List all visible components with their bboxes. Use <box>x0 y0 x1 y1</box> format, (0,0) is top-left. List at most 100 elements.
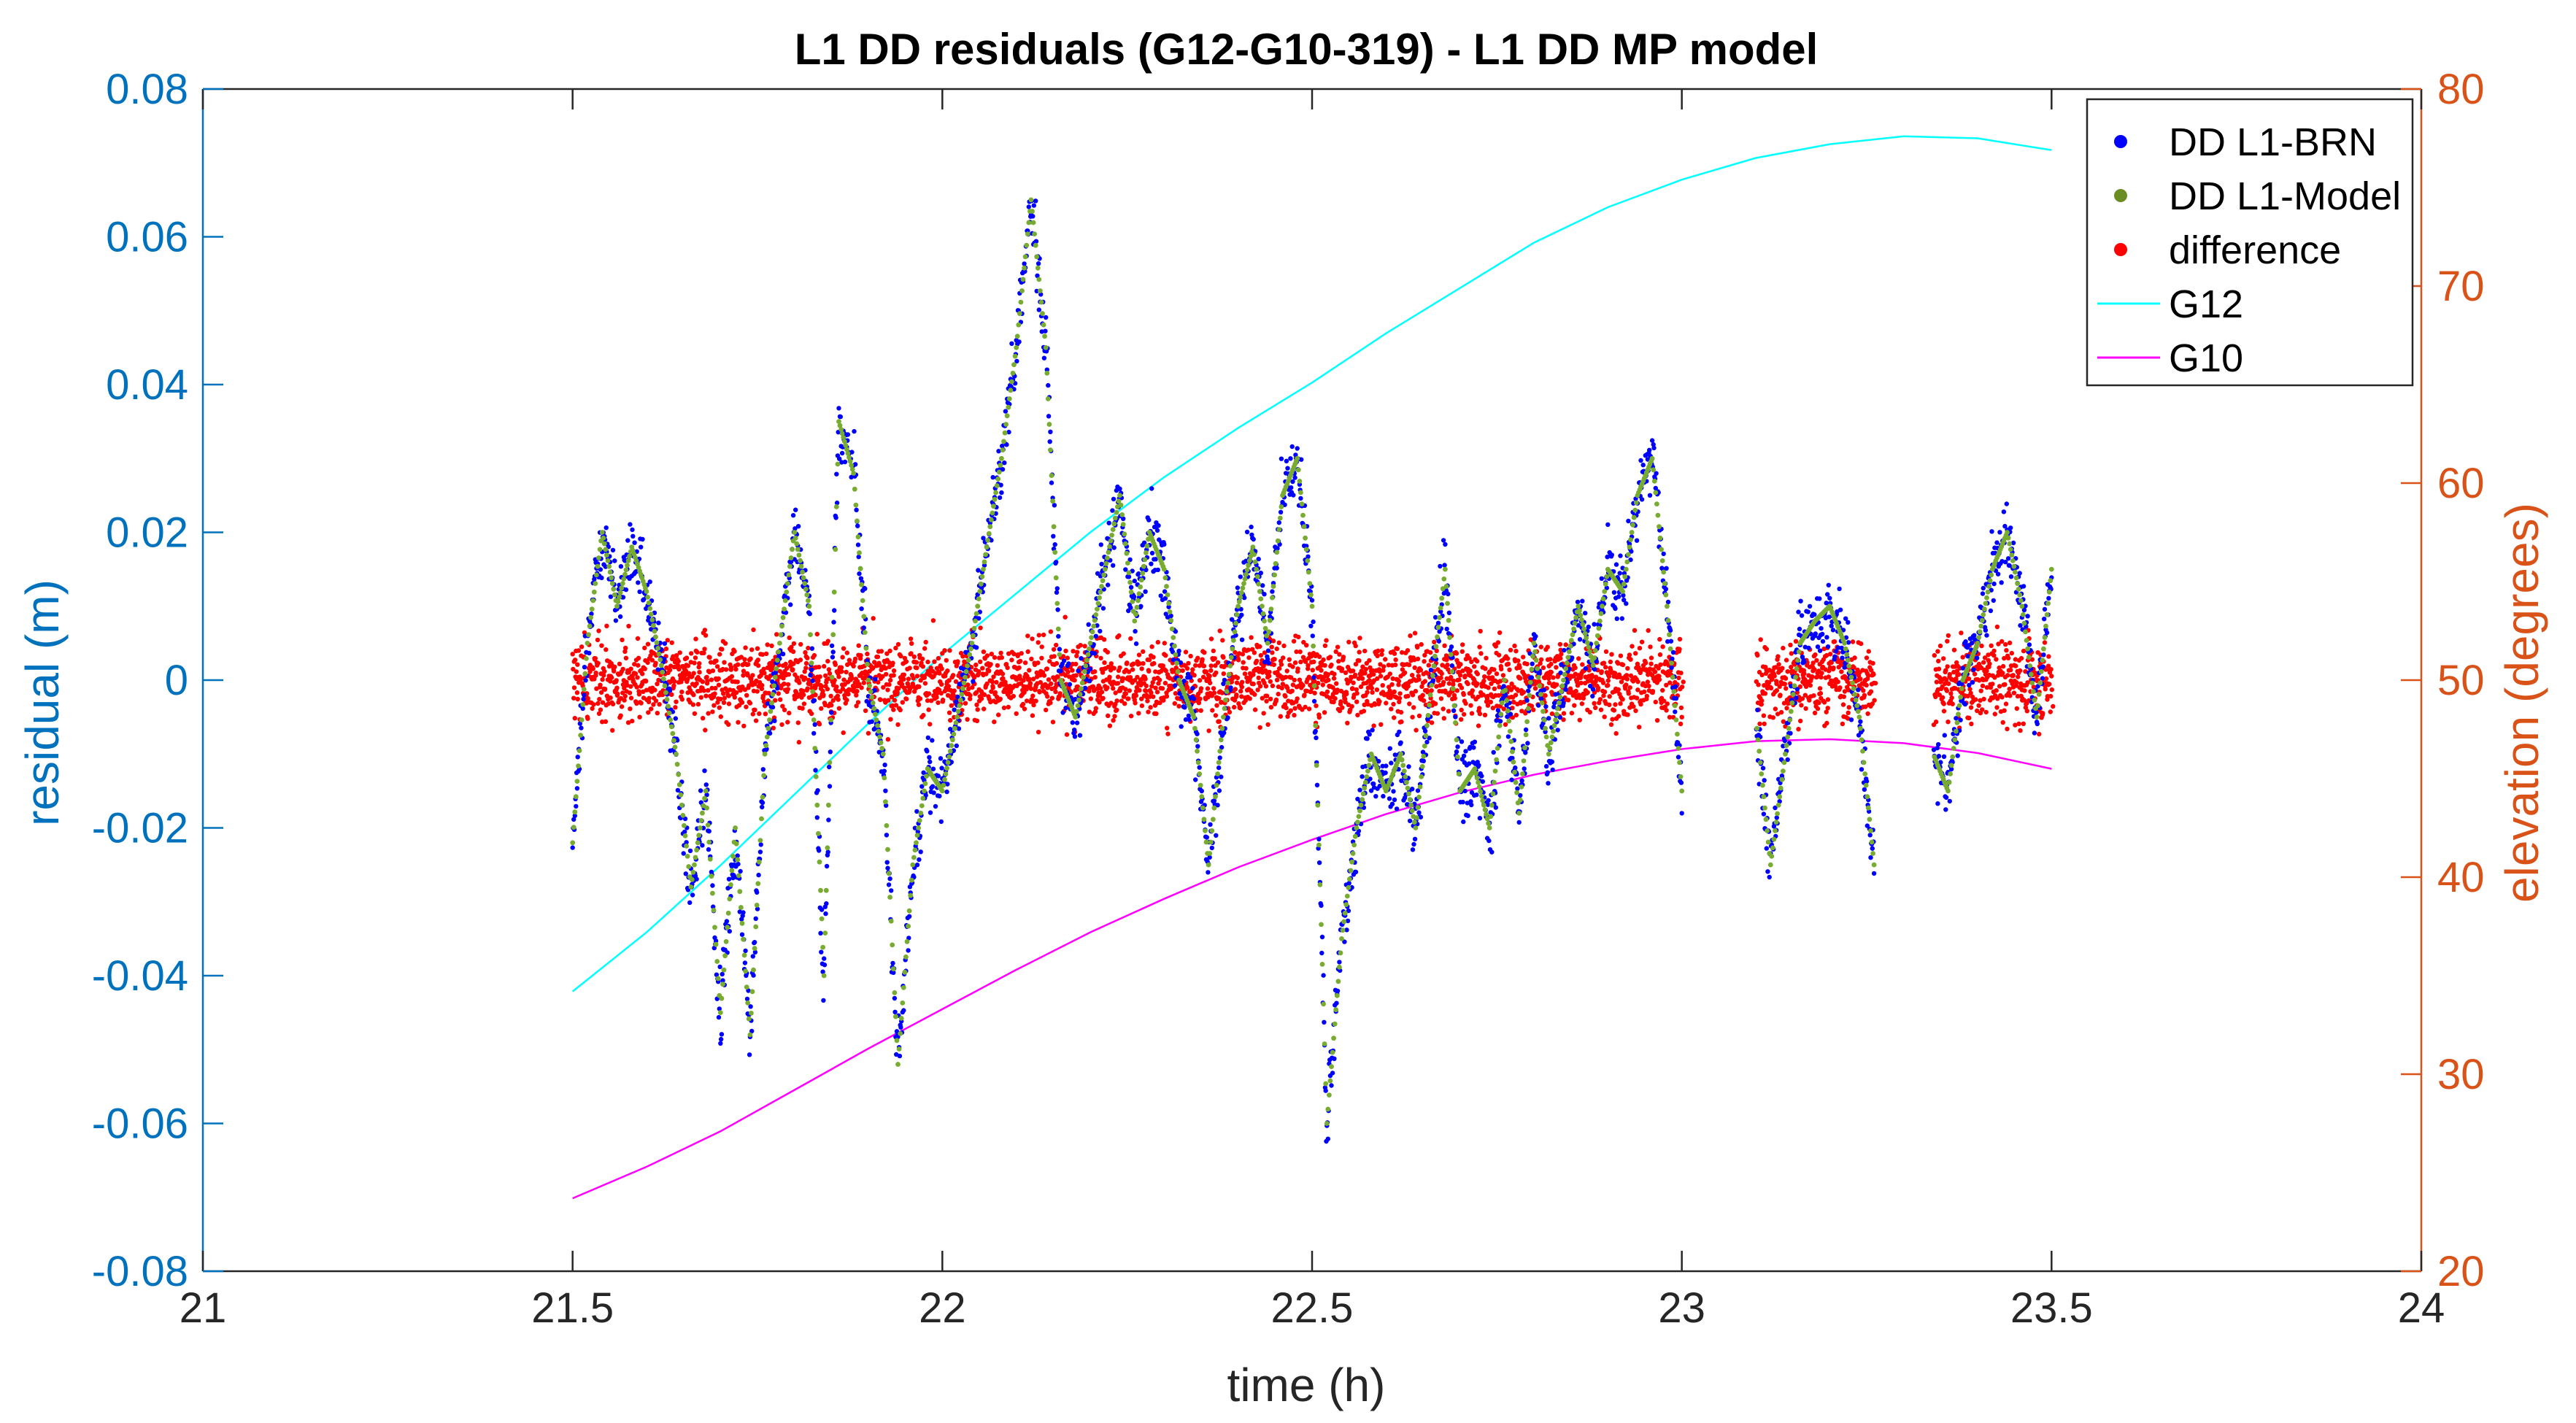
difference-point <box>805 656 809 660</box>
difference-point <box>1144 689 1148 693</box>
y-left-tick-label: 0 <box>165 657 188 704</box>
difference-point <box>902 673 906 677</box>
difference-point <box>2004 648 2008 652</box>
difference-point <box>1045 694 1049 698</box>
difference-point <box>1252 693 1257 697</box>
x-tick-label: 22 <box>919 1284 966 1332</box>
difference-point <box>1246 647 1251 652</box>
difference-point <box>2015 706 2019 711</box>
dd-l1-brn-point <box>1043 329 1047 333</box>
dd-l1-brn-point <box>1027 204 1031 209</box>
dd-l1-brn-point <box>1058 668 1063 673</box>
difference-point <box>1832 639 1836 644</box>
difference-point <box>1762 722 1767 726</box>
difference-point <box>802 701 806 706</box>
dd-l1-brn-point <box>698 788 703 793</box>
dd-l1-brn-point <box>991 475 995 479</box>
difference-point <box>800 706 804 711</box>
difference-point <box>1071 649 1075 653</box>
difference-point <box>1424 649 1429 654</box>
difference-point <box>1410 673 1414 677</box>
dd-l1-brn-point <box>1054 560 1058 564</box>
difference-point <box>1592 701 1596 706</box>
difference-point <box>1325 690 1330 694</box>
difference-point <box>1025 633 1030 638</box>
difference-point <box>823 674 828 678</box>
difference-point <box>1117 633 1121 638</box>
difference-point <box>2010 651 2014 655</box>
difference-point <box>751 628 755 632</box>
dd-l1-brn-point <box>933 804 938 809</box>
difference-point <box>1558 642 1562 647</box>
dd-l1-brn-point <box>725 919 729 923</box>
difference-point <box>1050 696 1054 701</box>
difference-point <box>1371 723 1376 728</box>
difference-point <box>769 644 774 648</box>
difference-point <box>1763 691 1767 695</box>
difference-point <box>973 663 978 667</box>
dd-l1-brn-point <box>887 876 892 881</box>
difference-point <box>751 712 755 716</box>
difference-point <box>1600 669 1604 674</box>
difference-point <box>1264 699 1268 703</box>
dd-l1-brn-point <box>1134 641 1138 646</box>
dd-l1-brn-point <box>827 765 831 769</box>
dd-l1-brn-point <box>846 432 850 436</box>
dd-l1-brn-point <box>825 864 829 868</box>
difference-point <box>911 676 915 680</box>
x-tick-label: 23 <box>1658 1284 1705 1332</box>
difference-point <box>1554 665 1558 669</box>
dd-l1-brn-point <box>859 606 863 611</box>
dd-l1-brn-point <box>1002 460 1006 465</box>
dd-l1-brn-point <box>1330 1071 1335 1075</box>
dd-l1-brn-point <box>830 644 834 648</box>
difference-point <box>1322 663 1327 668</box>
difference-point <box>1391 702 1395 706</box>
difference-point <box>601 673 606 677</box>
difference-point <box>2047 682 2051 686</box>
difference-point <box>1422 659 1426 663</box>
y-left-tick-label: -0.04 <box>92 952 188 1000</box>
difference-point <box>1788 643 1792 647</box>
difference-point <box>934 695 938 699</box>
chart-title: L1 DD residuals (G12-G10-319) - L1 DD MP… <box>795 25 1819 74</box>
difference-point <box>991 685 995 690</box>
difference-point <box>856 700 860 704</box>
dd-l1-brn-point <box>1267 660 1271 665</box>
dd-l1-brn-point <box>1150 551 1154 555</box>
dd-l1-brn-point <box>1284 459 1289 463</box>
difference-point <box>1458 662 1462 666</box>
difference-point <box>1213 656 1217 660</box>
difference-point <box>756 663 760 668</box>
difference-point <box>996 712 1000 717</box>
difference-point <box>1948 672 1952 676</box>
difference-point <box>705 679 709 683</box>
difference-point <box>1236 701 1241 706</box>
difference-point <box>1063 615 1068 620</box>
difference-point <box>1122 691 1127 695</box>
difference-point <box>1154 712 1158 716</box>
difference-point <box>985 653 990 657</box>
dd-l1-brn-point <box>1056 634 1060 639</box>
difference-point <box>707 655 712 660</box>
dd-l1-brn-point <box>751 954 755 958</box>
difference-point <box>1989 644 1994 648</box>
difference-point <box>1407 663 1411 667</box>
difference-point <box>701 651 706 655</box>
dd-l1-brn-point <box>1182 705 1187 709</box>
difference-point <box>633 699 638 703</box>
dd-l1-brn-point <box>813 768 817 772</box>
difference-point <box>685 655 689 660</box>
difference-point <box>1137 688 1141 693</box>
difference-point <box>1073 673 1078 677</box>
dd-l1-brn-point <box>759 842 763 847</box>
difference-point <box>1303 705 1307 709</box>
difference-point <box>1146 669 1151 674</box>
difference-point <box>1302 693 1306 698</box>
difference-point <box>987 668 991 673</box>
dd-l1-brn-point <box>1003 409 1008 413</box>
dd-l1-brn-point <box>926 736 930 740</box>
dd-l1-brn-point <box>815 815 820 820</box>
dd-l1-brn-point <box>939 766 944 770</box>
difference-point <box>1235 676 1240 680</box>
